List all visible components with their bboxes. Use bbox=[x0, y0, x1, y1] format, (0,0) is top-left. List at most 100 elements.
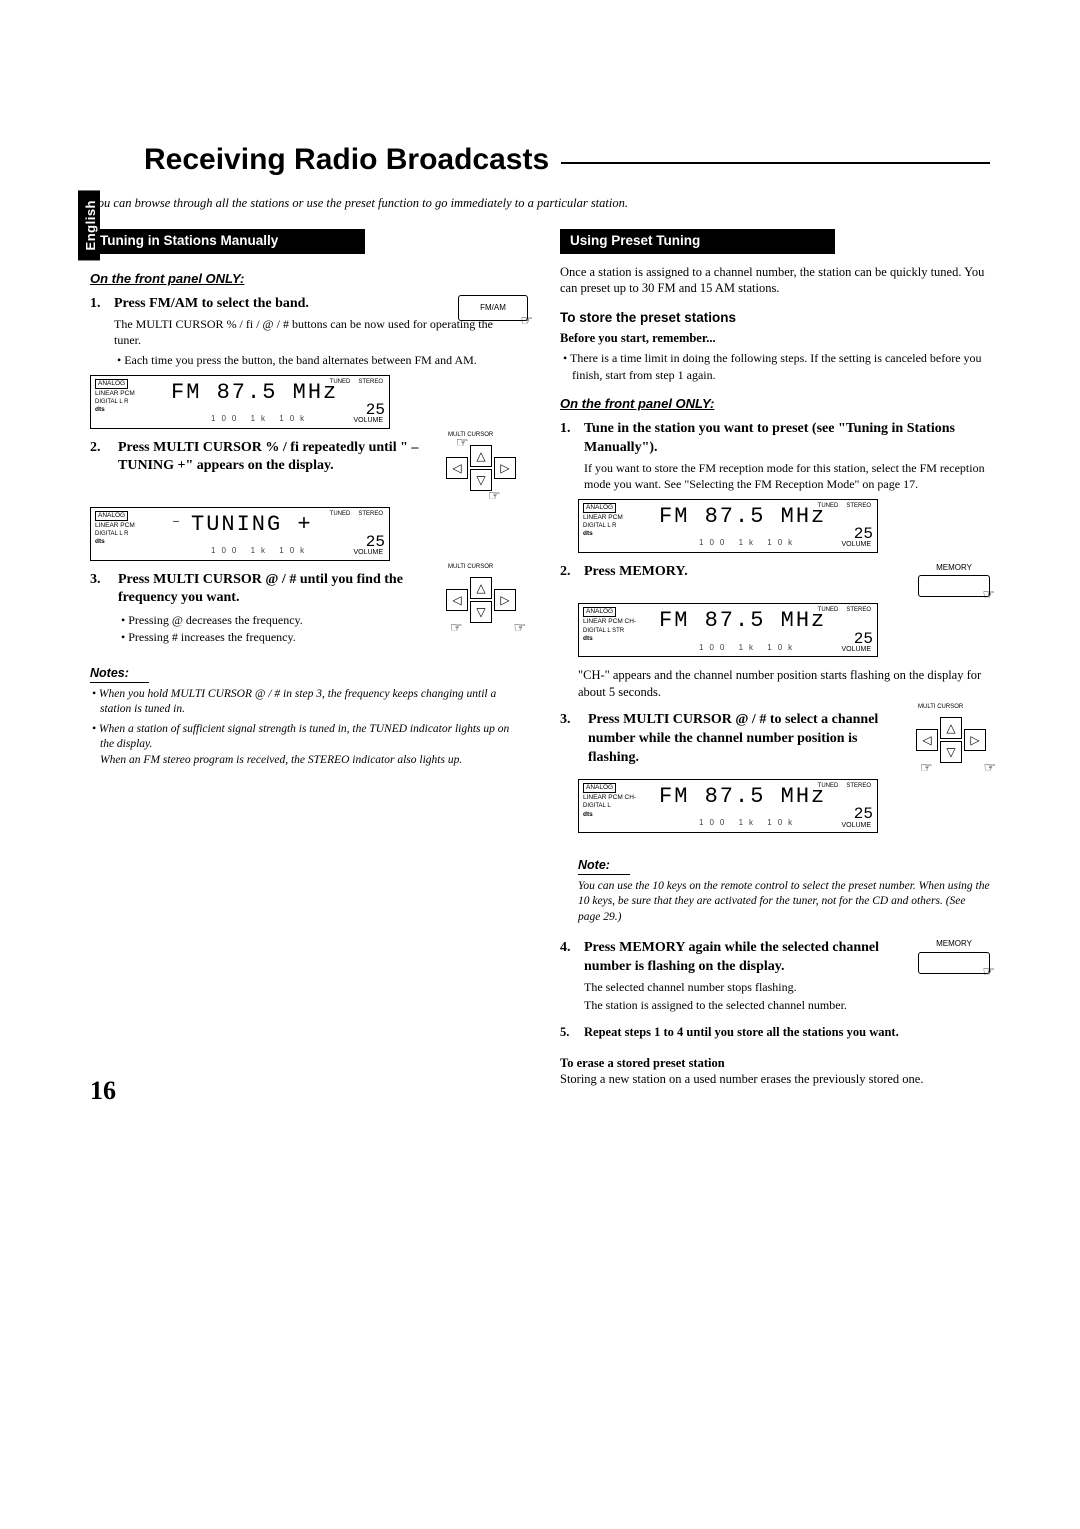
after-memory-text: "CH-" appears and the channel number pos… bbox=[578, 667, 990, 701]
step-number: 4. bbox=[560, 939, 578, 1013]
note-item: When you hold MULTI CURSOR @ / # in step… bbox=[100, 687, 520, 718]
disp-digital: DIGITAL L R bbox=[95, 399, 128, 405]
step-title: Press MULTI CURSOR @ / # until you find … bbox=[118, 571, 432, 609]
memory-button-illus: MEMORY ☞ bbox=[918, 563, 990, 598]
right-step-2: 2. Press MEMORY. MEMORY ☞ bbox=[560, 563, 990, 598]
disp-main: FM 87.5 MHz bbox=[659, 606, 826, 636]
disp-lpcm: LINEAR PCM bbox=[583, 514, 623, 521]
memory-label: MEMORY bbox=[918, 939, 990, 950]
cursor-label: MULTI CURSOR bbox=[448, 431, 493, 439]
finger-icon: ☞ bbox=[982, 962, 995, 981]
disp-left-labels: ANALOG LINEAR PCM DIGITAL L R dts bbox=[95, 511, 165, 547]
right-step-5: 5. Repeat steps 1 to 4 until you store a… bbox=[560, 1024, 990, 1041]
before-start: Before you start, remember... bbox=[560, 330, 990, 347]
right-step-3: 3. Press MULTI CURSOR @ / # to select a … bbox=[560, 711, 990, 773]
step-title: Press MULTI CURSOR % / fi repeatedly unt… bbox=[118, 439, 432, 477]
disp-dts: dts bbox=[95, 538, 105, 545]
note-body: You can use the 10 keys on the remote co… bbox=[578, 879, 990, 926]
disp-dts: dts bbox=[95, 406, 105, 413]
disp-vol-num: 25 bbox=[854, 804, 873, 826]
to-store-header: To store the preset stations bbox=[560, 309, 990, 327]
title-rule bbox=[561, 162, 990, 164]
cursor-up-icon: △ bbox=[940, 717, 962, 739]
disp-analog: ANALOG bbox=[583, 783, 616, 793]
right-step-1: 1. Tune in the station you want to prese… bbox=[560, 420, 990, 492]
disp-dts: dts bbox=[583, 530, 593, 537]
step-detail: If you want to store the FM reception mo… bbox=[584, 460, 990, 492]
display-left-2: ANALOG LINEAR PCM DIGITAL L R dts TUNEDS… bbox=[90, 507, 390, 561]
disp-digital: DIGITAL L STR bbox=[583, 628, 624, 634]
disp-vol-num: 25 bbox=[366, 400, 385, 422]
disp-analog: ANALOG bbox=[95, 511, 128, 521]
step-detail: The station is assigned to the selected … bbox=[584, 997, 908, 1013]
disp-vol-num: 25 bbox=[854, 524, 873, 546]
disp-vol-num: 25 bbox=[366, 532, 385, 554]
fm-am-button: FM/AM☞ bbox=[458, 295, 528, 321]
erase-body: Storing a new station on a used number e… bbox=[560, 1071, 990, 1088]
multi-cursor-illus: MULTI CURSOR △ ▽ ◁ ▷ ☞ ☞ bbox=[442, 571, 520, 633]
disp-dash: — bbox=[173, 516, 179, 530]
notes-list: When you hold MULTI CURSOR @ / # in step… bbox=[90, 687, 520, 769]
disp-vol-num: 25 bbox=[854, 629, 873, 651]
finger-icon: ☞ bbox=[983, 760, 996, 779]
finger-icon: ☞ bbox=[488, 488, 501, 507]
cursor-up-icon: △ bbox=[470, 577, 492, 599]
step-title: Press MEMORY again while the selected ch… bbox=[584, 939, 908, 977]
front-panel-only: On the front panel ONLY: bbox=[90, 270, 520, 288]
step-number: 1. bbox=[90, 295, 108, 368]
display-right-1: ANALOG LINEAR PCM DIGITAL L R dts TUNEDS… bbox=[578, 499, 878, 553]
disp-scale: 100 1k 10k bbox=[699, 818, 798, 829]
step-number: 5. bbox=[560, 1024, 578, 1041]
right-step-4: 4. Press MEMORY again while the selected… bbox=[560, 939, 990, 1013]
page-title: Receiving Radio Broadcasts bbox=[144, 140, 549, 181]
step-number: 1. bbox=[560, 420, 578, 492]
step-title: Tune in the station you want to preset (… bbox=[584, 420, 990, 458]
step-bullet: Pressing # increases the frequency. bbox=[130, 629, 432, 645]
cursor-down-icon: ▽ bbox=[470, 601, 492, 623]
disp-digital: DIGITAL L R bbox=[583, 523, 616, 529]
memory-button: ☞ bbox=[918, 575, 990, 597]
disp-scale: 100 1k 10k bbox=[211, 546, 310, 557]
page-number: 16 bbox=[90, 1073, 116, 1108]
note-header: Note: bbox=[578, 857, 630, 875]
cursor-left-icon: ◁ bbox=[916, 729, 938, 751]
left-step-2: 2. Press MULTI CURSOR % / fi repeatedly … bbox=[90, 439, 520, 501]
step-bullet: Each time you press the button, the band… bbox=[126, 352, 520, 368]
disp-main: FM 87.5 MHz bbox=[659, 782, 826, 812]
step-number: 3. bbox=[560, 711, 578, 730]
disp-dts: dts bbox=[583, 635, 593, 642]
step-number: 2. bbox=[90, 439, 108, 458]
cursor-left-icon: ◁ bbox=[446, 457, 468, 479]
disp-scale: 100 1k 10k bbox=[211, 414, 310, 425]
disp-lpcm: LINEAR PCM bbox=[95, 390, 135, 397]
step-bullet: Pressing @ decreases the frequency. bbox=[130, 612, 432, 628]
language-tab: English bbox=[78, 190, 100, 260]
multi-cursor-illus: MULTI CURSOR △ ▽ ◁ ▷ ☞ ☞ bbox=[912, 711, 990, 773]
disp-main: FM 87.5 MHz bbox=[659, 502, 826, 532]
finger-icon: ☞ bbox=[456, 435, 469, 454]
cursor-down-icon: ▽ bbox=[940, 741, 962, 763]
disp-main: TUNING + bbox=[191, 510, 313, 540]
step-number: 2. bbox=[560, 563, 578, 598]
note-text: When a station of sufficient signal stre… bbox=[99, 723, 509, 751]
finger-icon: ☞ bbox=[520, 311, 533, 330]
disp-main: FM 87.5 MHz bbox=[171, 378, 338, 408]
disp-left-labels: ANALOG LINEAR PCM DIGITAL L R dts bbox=[583, 503, 653, 539]
disp-lpcm: LINEAR PCM bbox=[95, 522, 135, 529]
disp-analog: ANALOG bbox=[583, 503, 616, 513]
cursor-label: MULTI CURSOR bbox=[448, 563, 493, 571]
cursor-left-icon: ◁ bbox=[446, 589, 468, 611]
finger-icon: ☞ bbox=[513, 620, 526, 639]
display-right-2: ANALOG LINEAR PCM CH- DIGITAL L STR dts … bbox=[578, 603, 878, 657]
right-column: Using Preset Tuning Once a station is as… bbox=[560, 229, 990, 1088]
multi-cursor-illus: MULTI CURSOR △ ▽ ◁ ▷ ☞ ☞ bbox=[442, 439, 520, 501]
cursor-right-icon: ▷ bbox=[494, 589, 516, 611]
disp-digital: DIGITAL L bbox=[583, 803, 611, 809]
cursor-up-icon: △ bbox=[470, 445, 492, 467]
disp-lpcm: LINEAR PCM CH- bbox=[583, 618, 636, 625]
step-title: Repeat steps 1 to 4 until you store all … bbox=[584, 1024, 990, 1041]
finger-icon: ☞ bbox=[450, 620, 463, 639]
finger-icon: ☞ bbox=[982, 585, 995, 604]
before-bullet: There is a time limit in doing the follo… bbox=[572, 350, 990, 382]
cursor-label: MULTI CURSOR bbox=[918, 703, 963, 711]
